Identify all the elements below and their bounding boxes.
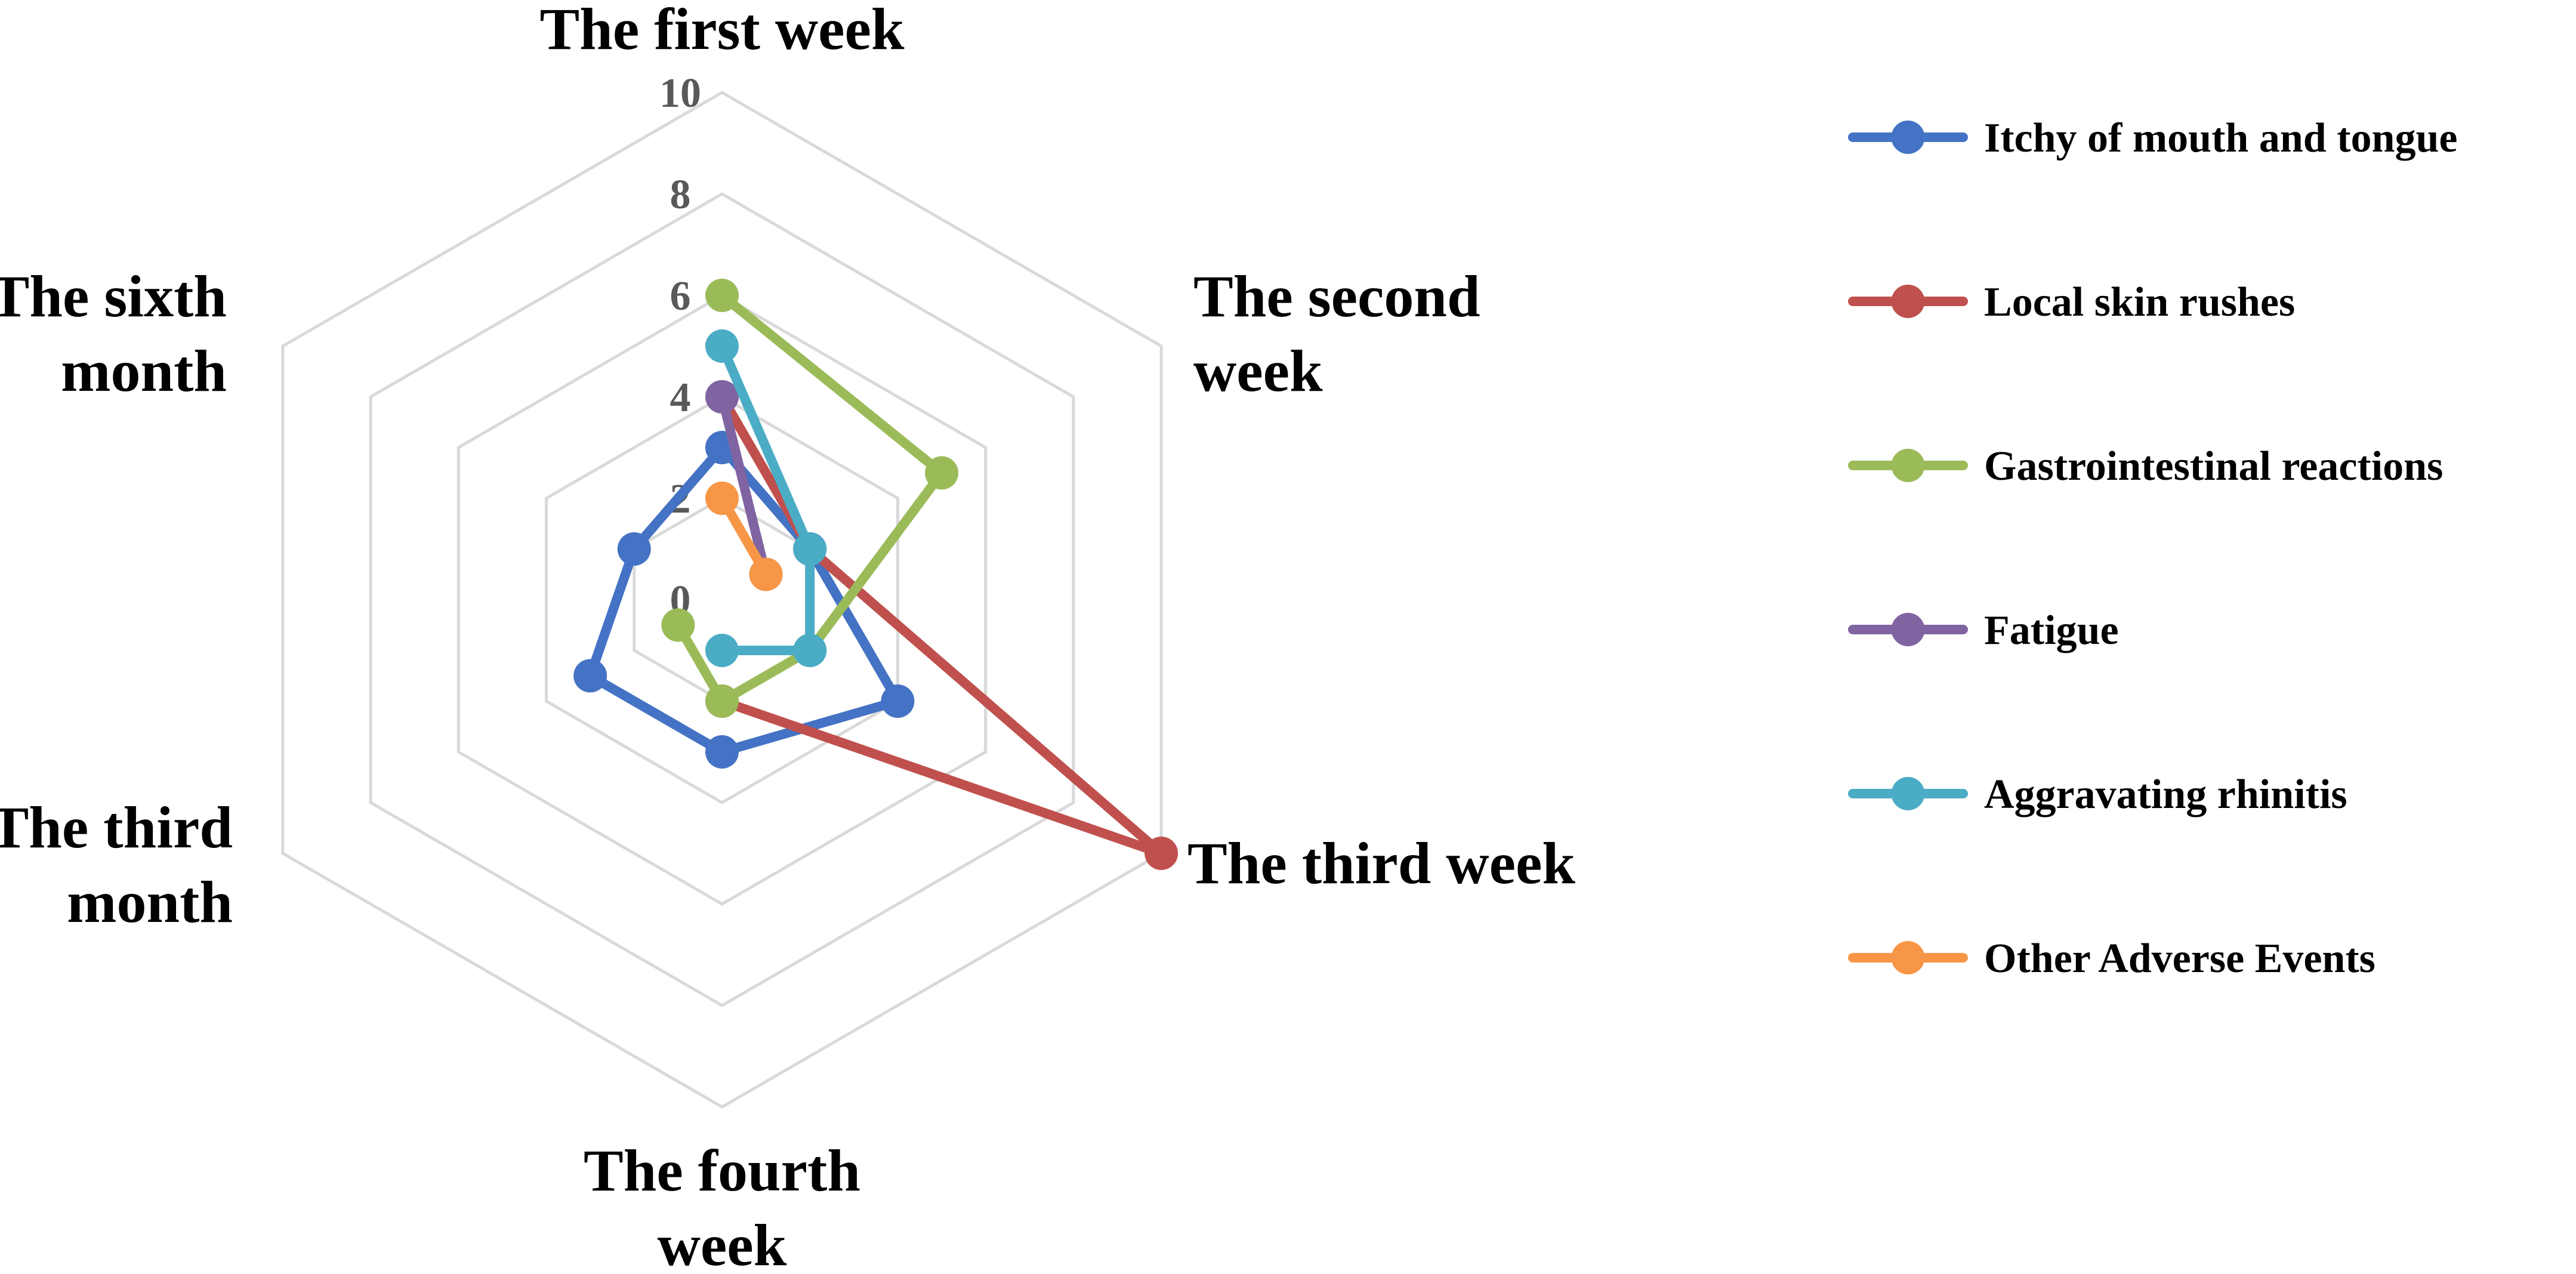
data-point — [705, 735, 739, 769]
series-line-segment — [585, 671, 727, 757]
data-point — [705, 634, 739, 667]
data-point — [573, 659, 607, 693]
data-point — [793, 634, 827, 667]
legend-swatch-marker — [1891, 613, 1925, 646]
legend-label: Fatigue — [1984, 607, 2119, 653]
series-line-segment — [629, 443, 727, 554]
radial-tick-label: 10 — [659, 70, 701, 116]
radial-tick-label: 8 — [670, 172, 691, 218]
legend-swatch-marker — [1891, 449, 1925, 482]
series-5 — [705, 482, 783, 591]
grid-ring — [281, 91, 1163, 1109]
radial-tick-labels: 0246810 — [659, 70, 701, 624]
data-point — [705, 329, 739, 363]
data-point — [705, 380, 739, 414]
category-label: The second week — [1193, 263, 1480, 404]
series-line-segment — [585, 544, 639, 681]
series-line-segment — [717, 696, 1167, 858]
category-labels: The first week The second week The third we… — [0, 0, 1575, 1274]
legend-label: Local skin rushes — [1984, 279, 2295, 325]
category-label: The first week — [540, 0, 905, 62]
series-line-segment — [805, 468, 947, 655]
legend-label: Gastrointestinal reactions — [1984, 443, 2443, 489]
data-point — [1144, 837, 1179, 870]
legend-label: Aggravating rhinitis — [1984, 772, 2347, 818]
data-point — [705, 279, 739, 312]
radial-tick-label: 6 — [670, 273, 691, 319]
category-label: The sixth month — [0, 263, 227, 404]
legend-swatch-marker — [1891, 941, 1925, 974]
legend-swatch-marker — [1891, 285, 1925, 318]
data-point — [661, 608, 695, 642]
legend-item: Fatigue — [1848, 607, 2119, 653]
data-point — [705, 482, 739, 515]
data-point — [881, 684, 915, 718]
series-line-segment — [805, 544, 1167, 858]
category-label: The fourth week — [584, 1137, 860, 1274]
data-point — [705, 684, 739, 718]
series-line-segment — [805, 544, 903, 706]
legend-item: Other Adverse Events — [1848, 936, 2376, 982]
series-line-segment — [717, 341, 815, 554]
legend-item: Aggravating rhinitis — [1848, 772, 2347, 818]
data-point — [749, 557, 783, 591]
legend-item: Gastrointestinal reactions — [1848, 443, 2443, 489]
data-point — [617, 532, 651, 566]
series-group — [573, 279, 1179, 870]
legend: Itchy of mouth and tongue Local skin rush… — [1848, 115, 2457, 982]
grid-ring — [545, 395, 899, 804]
legend-swatch-marker — [1891, 121, 1925, 154]
radial-tick-label: 4 — [670, 375, 691, 421]
series-line-segment — [717, 392, 771, 579]
grid-ring — [456, 294, 988, 906]
legend-item: Itchy of mouth and tongue — [1848, 115, 2457, 161]
category-label: The third week — [1187, 830, 1575, 896]
legend-label: Other Adverse Events — [1984, 936, 2376, 982]
grid-ring — [369, 192, 1075, 1007]
series-line-segment — [717, 646, 815, 706]
legend-swatch-marker — [1891, 777, 1925, 810]
legend-label: Itchy of mouth and tongue — [1984, 115, 2457, 161]
data-point — [793, 532, 827, 566]
data-point — [925, 456, 959, 490]
series-1 — [705, 380, 1179, 870]
series-line-segment — [717, 291, 947, 478]
series-line-segment — [717, 696, 903, 757]
radar-grid — [281, 91, 1163, 1109]
category-label: The third month — [0, 794, 233, 935]
legend-item: Local skin rushes — [1848, 279, 2295, 325]
series-4 — [705, 329, 827, 667]
